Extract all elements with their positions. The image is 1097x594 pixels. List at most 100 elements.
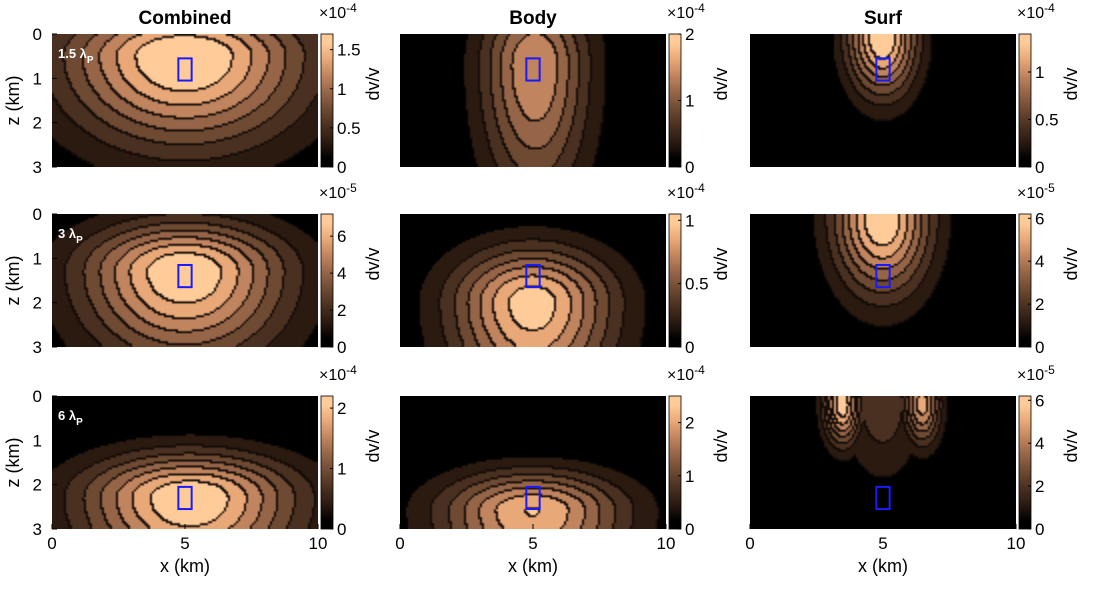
contour-field [400, 396, 666, 529]
row-label-text: 3 λ [58, 226, 77, 241]
column-title: Combined [139, 8, 232, 29]
target-box [177, 57, 193, 82]
panel: 0 1 2 dv/v ×10-4 [400, 1, 731, 177]
colorbar-tick-label: 0 [337, 338, 346, 357]
colorbar [669, 214, 681, 347]
multiplier-exponent: -5 [1044, 363, 1055, 377]
colorbar-label: dv/v [711, 247, 731, 280]
y-tick-label: 3 [33, 338, 42, 357]
colorbar-tick-label: 0.5 [1035, 111, 1059, 130]
colorbar [321, 396, 333, 529]
colorbar-label: dv/v [1061, 247, 1081, 280]
y-axis-label: z (km) [3, 76, 23, 126]
x-tick-label: 10 [657, 534, 676, 553]
colorbar-label: dv/v [1061, 67, 1081, 100]
colorbar-frame [1018, 33, 1032, 168]
multiplier-exponent: -4 [346, 1, 357, 15]
multiplier-exponent: -5 [346, 181, 357, 195]
colorbar-label: dv/v [1061, 429, 1081, 462]
column-title: Body [509, 8, 557, 29]
target-box [875, 485, 891, 511]
colorbar [321, 34, 333, 167]
multiplier-exponent: -4 [346, 363, 357, 377]
x-tick-label: 5 [878, 534, 887, 553]
multiplier-base: ×10 [319, 185, 346, 202]
row-label-text: 6 λ [58, 408, 77, 423]
contour-field [400, 34, 666, 167]
y-tick-label: 2 [33, 294, 42, 313]
colorbar-frame [668, 213, 682, 348]
colorbar [1019, 34, 1031, 167]
row-label: 6 λP [58, 408, 83, 428]
colorbar-tick-label: 6 [337, 227, 346, 246]
row-label-subscript: P [76, 235, 83, 246]
colorbar-tick-label: 1 [337, 460, 346, 479]
colorbar-tick-label: 0 [337, 158, 346, 177]
colorbar-frame [320, 33, 334, 168]
colorbar-tick-label: 1 [685, 211, 694, 230]
panel: 0 1 2 3 z (km) 1.5 λP 0 0.5 1 1.5dv/v ×10-4 [3, 1, 383, 177]
colorbar-frame [1018, 213, 1032, 348]
colorbar-tick-label: 1.5 [337, 41, 361, 60]
multiplier-exponent: -4 [1044, 1, 1055, 15]
colorbar-tick-label: 6 [1035, 209, 1044, 228]
colorbar-tick-label: 0 [1035, 520, 1044, 539]
row-label: 3 λP [58, 226, 83, 246]
multiplier-exponent: -4 [694, 181, 705, 195]
x-tick-label: 10 [309, 534, 328, 553]
contour-field [750, 396, 1016, 529]
multiplier-base: ×10 [319, 367, 346, 384]
x-tick-label: 10 [1007, 534, 1026, 553]
colorbar-tick-label: 6 [1035, 391, 1044, 410]
y-axis-label: z (km) [3, 256, 23, 306]
multiplier-base: ×10 [1017, 185, 1044, 202]
y-tick-label: 1 [33, 431, 42, 450]
x-tick-label: 5 [528, 534, 537, 553]
contour-field [52, 396, 318, 529]
colorbar-label: dv/v [363, 67, 383, 100]
y-tick-label: 2 [33, 114, 42, 133]
colorbar-tick-label: 0.5 [337, 119, 361, 138]
target-box [525, 485, 541, 511]
colorbar-tick-label: 0 [685, 520, 694, 539]
colorbar-tick-label: 2 [1035, 477, 1044, 496]
x-axis-label: x (km) [160, 556, 210, 576]
panel: 0 5 10 x (km) 0 2 4 6 dv/v ×10-5 [745, 363, 1081, 576]
colorbar [669, 34, 681, 167]
colorbar-tick-label: 1 [685, 467, 694, 486]
y-tick-label: 0 [33, 205, 42, 224]
target-box [875, 57, 891, 82]
colorbar-tick-label: 4 [1035, 252, 1044, 271]
colorbar-tick-label: 0 [337, 520, 346, 539]
multiplier-base: ×10 [667, 185, 694, 202]
panel: 0 0.5 1 dv/v ×10-4 [750, 1, 1081, 177]
colorbar-frame [1018, 395, 1032, 530]
multiplier-exponent: -4 [694, 1, 705, 15]
colorbar-multiplier: ×10-4 [667, 1, 705, 22]
row-label-subscript: P [76, 417, 83, 428]
row-label: 1.5 λP [58, 46, 94, 66]
target-box [525, 263, 541, 289]
colorbar-label: dv/v [363, 247, 383, 280]
colorbar-tick-label: 2 [685, 414, 694, 433]
colorbar-frame [668, 395, 682, 530]
contour-field [52, 214, 318, 347]
y-tick-label: 0 [33, 25, 42, 44]
colorbar-tick-label: 0 [1035, 158, 1044, 177]
colorbar-multiplier: ×10-5 [319, 181, 357, 202]
panel: 0 1 2 3 z (km) 6 λP 0 5 10 x (km) 0 1 2 dv/v ×10-4 [3, 363, 383, 576]
colorbar-tick-label: 4 [337, 264, 346, 283]
colorbar-multiplier: ×10-4 [319, 363, 357, 384]
colorbar-tick-label: 2 [685, 25, 694, 44]
multiplier-base: ×10 [1017, 367, 1044, 384]
contour-field [750, 214, 1016, 347]
colorbar-tick-label: 2 [337, 301, 346, 320]
colorbar-multiplier: ×10-5 [1017, 363, 1055, 384]
x-tick-label: 5 [180, 534, 189, 553]
colorbar-frame [320, 395, 334, 530]
y-tick-label: 2 [33, 476, 42, 495]
colorbar-label: dv/v [711, 67, 731, 100]
multiplier-base: ×10 [319, 5, 346, 22]
x-tick-label: 0 [47, 534, 56, 553]
x-tick-label: 0 [745, 534, 754, 553]
